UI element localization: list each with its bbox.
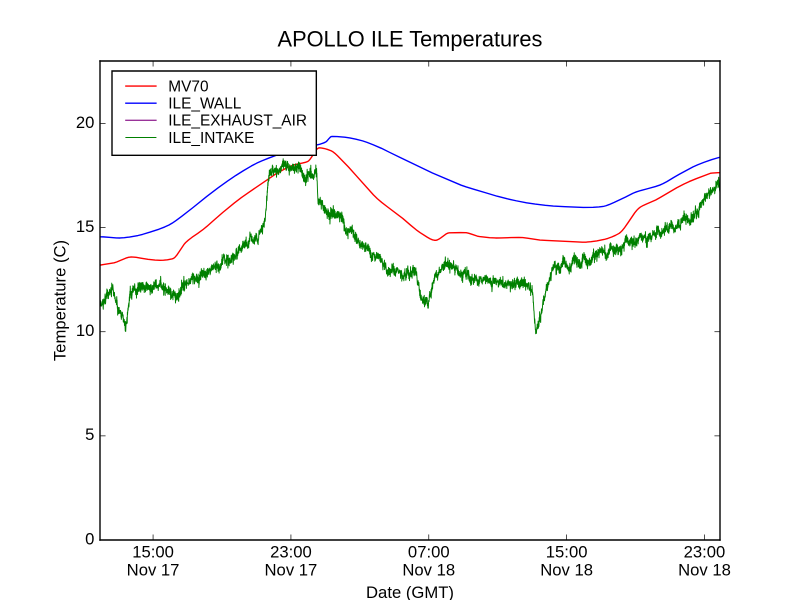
svg-text:Nov 18: Nov 18 (678, 561, 731, 580)
svg-text:ILE_EXHAUST_AIR: ILE_EXHAUST_AIR (168, 113, 307, 130)
svg-text:23:00: 23:00 (270, 543, 312, 562)
svg-text:Nov 18: Nov 18 (540, 561, 593, 580)
svg-text:23:00: 23:00 (684, 543, 726, 562)
svg-text:MV70: MV70 (168, 78, 208, 95)
svg-text:15:00: 15:00 (546, 543, 588, 562)
svg-text:07:00: 07:00 (408, 543, 450, 562)
svg-text:ILE_WALL: ILE_WALL (168, 96, 242, 113)
svg-text:0: 0 (85, 529, 94, 548)
svg-text:20: 20 (76, 113, 95, 132)
svg-text:15:00: 15:00 (132, 543, 174, 562)
svg-text:Nov 17: Nov 17 (265, 561, 318, 580)
svg-text:Nov 18: Nov 18 (402, 561, 455, 580)
svg-text:APOLLO ILE Temperatures: APOLLO ILE Temperatures (278, 26, 543, 51)
svg-text:10: 10 (76, 321, 95, 340)
svg-text:15: 15 (76, 217, 95, 236)
svg-text:5: 5 (85, 425, 94, 444)
svg-text:ILE_INTAKE: ILE_INTAKE (168, 130, 254, 147)
svg-text:Nov 17: Nov 17 (127, 561, 180, 580)
svg-text:Temperature (C): Temperature (C) (51, 240, 70, 361)
svg-text:Date (GMT): Date (GMT) (366, 583, 454, 600)
